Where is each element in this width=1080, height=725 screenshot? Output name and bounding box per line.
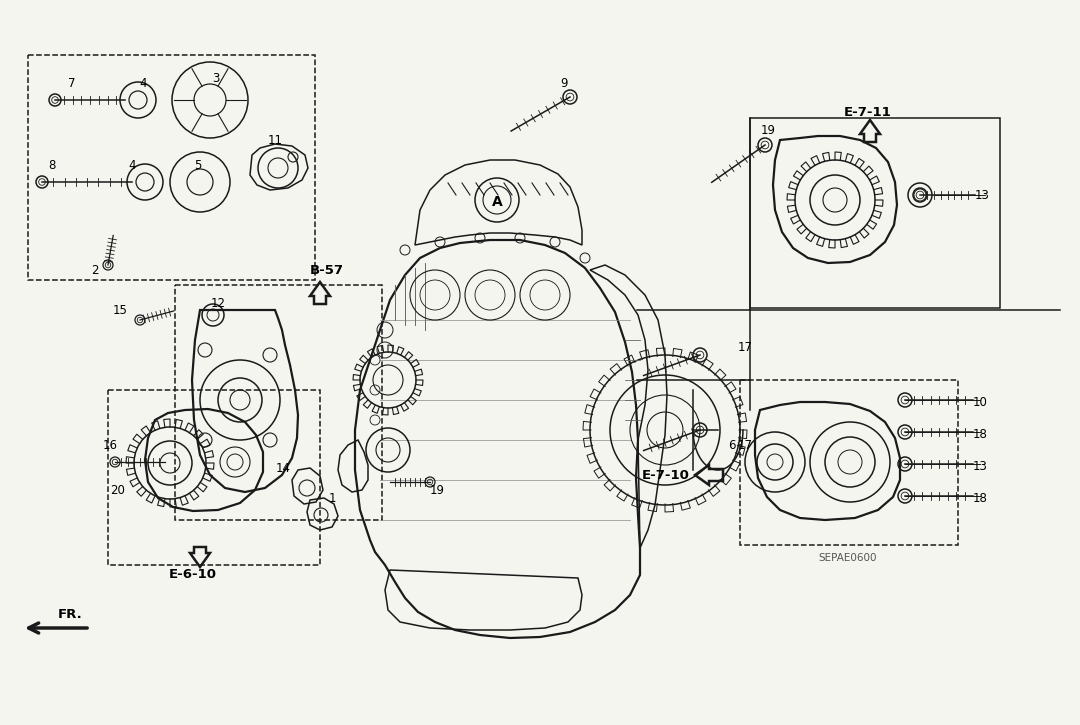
Text: SEPAE0600: SEPAE0600 — [819, 553, 877, 563]
Text: 17: 17 — [738, 439, 753, 452]
Text: 7: 7 — [68, 77, 76, 89]
Text: 20: 20 — [110, 484, 125, 497]
Text: 14: 14 — [275, 462, 291, 474]
Text: E-6-10: E-6-10 — [168, 568, 217, 581]
Text: 8: 8 — [49, 159, 56, 172]
Text: 1: 1 — [328, 492, 336, 505]
Text: E-7-10: E-7-10 — [643, 468, 690, 481]
Text: 9: 9 — [561, 77, 568, 89]
Text: 2: 2 — [91, 263, 98, 276]
Text: E-7-11: E-7-11 — [845, 106, 892, 118]
Text: 19: 19 — [760, 123, 775, 136]
Text: A: A — [491, 195, 502, 209]
Bar — [108, 390, 320, 565]
Text: 16: 16 — [103, 439, 118, 452]
Text: 10: 10 — [973, 396, 988, 408]
Text: 6: 6 — [728, 439, 735, 452]
Text: 19: 19 — [430, 484, 445, 497]
Text: 5: 5 — [194, 159, 202, 172]
Text: B-57: B-57 — [310, 263, 345, 276]
Text: 11: 11 — [268, 133, 283, 146]
Text: 12: 12 — [211, 297, 226, 310]
Text: FR.: FR. — [58, 608, 83, 621]
Text: 3: 3 — [213, 72, 219, 85]
Text: 4: 4 — [129, 159, 136, 172]
Text: 13: 13 — [973, 460, 988, 473]
Text: 18: 18 — [973, 492, 988, 505]
Text: 15: 15 — [112, 304, 127, 317]
Bar — [740, 380, 958, 545]
Bar — [750, 118, 1000, 308]
Bar — [175, 285, 382, 520]
Bar — [28, 55, 315, 280]
Text: 4: 4 — [139, 77, 147, 89]
Text: 17: 17 — [738, 341, 753, 354]
Text: 13: 13 — [975, 188, 990, 202]
Text: 18: 18 — [973, 428, 988, 441]
